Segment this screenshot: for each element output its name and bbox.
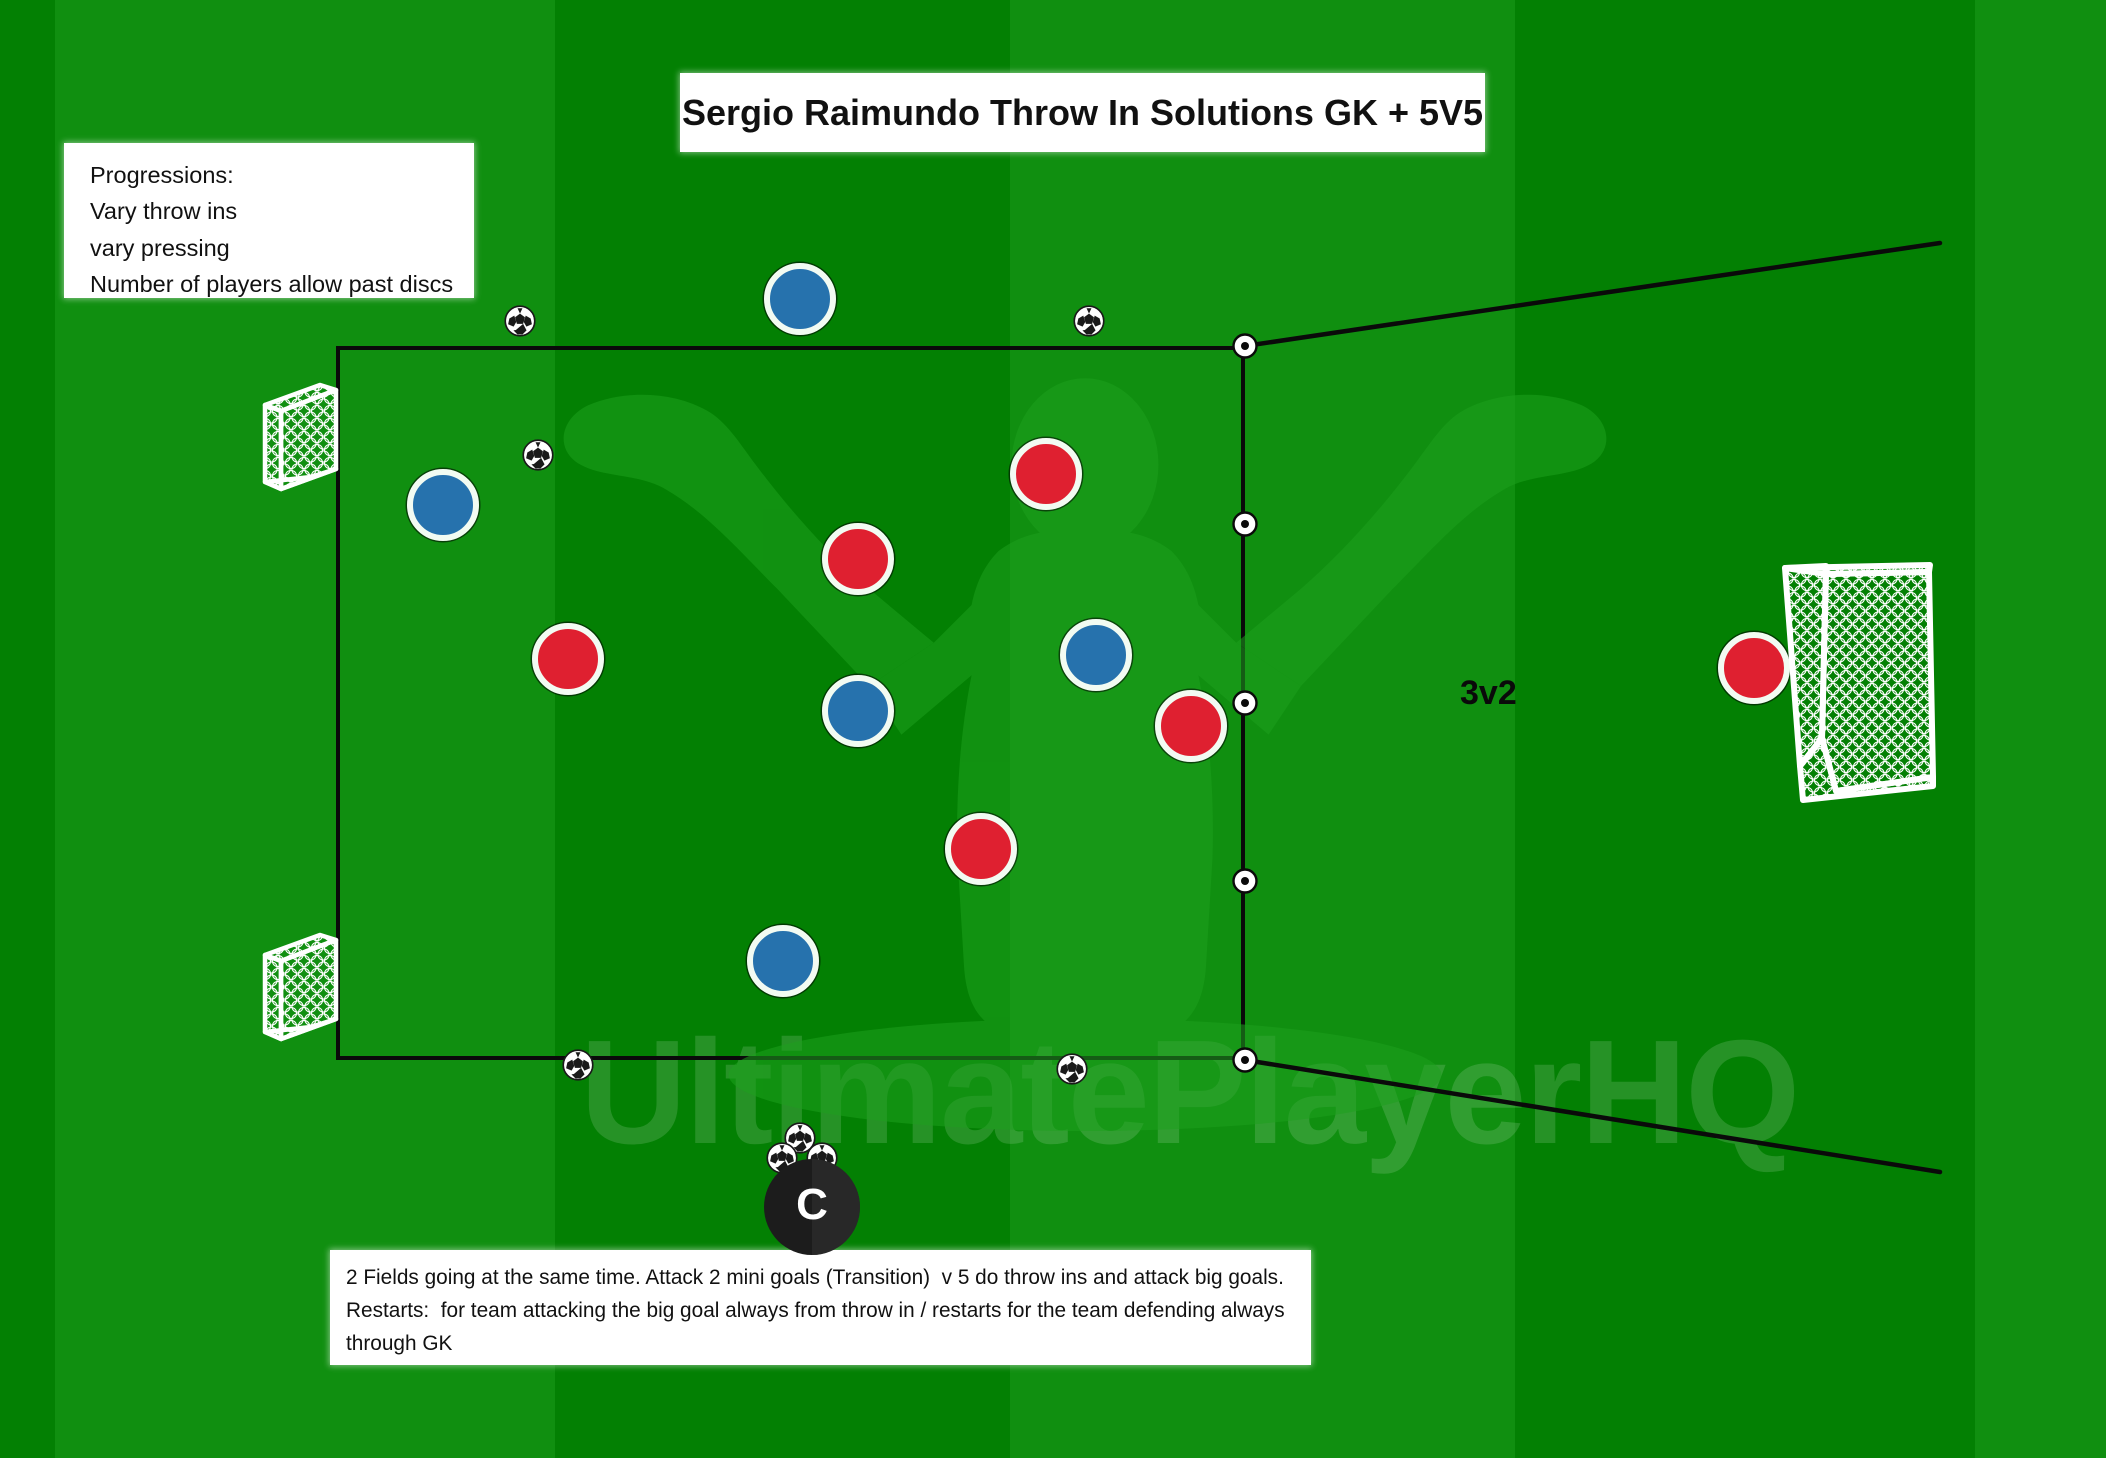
svg-text:3v2: 3v2: [1460, 674, 1517, 712]
